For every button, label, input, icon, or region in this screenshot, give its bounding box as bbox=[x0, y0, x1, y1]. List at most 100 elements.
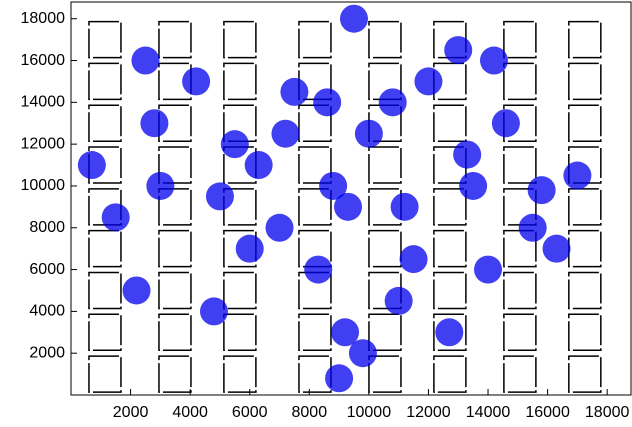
cluster-point bbox=[491, 109, 520, 138]
cell-block bbox=[158, 271, 192, 310]
cluster-point bbox=[542, 234, 571, 263]
cluster-point bbox=[474, 255, 503, 284]
cluster-point bbox=[77, 151, 106, 180]
cluster-point bbox=[146, 171, 175, 200]
cell-block bbox=[88, 62, 122, 101]
cluster-point bbox=[527, 176, 556, 205]
cell-block bbox=[503, 20, 537, 59]
cluster-point bbox=[479, 46, 508, 75]
cell-block bbox=[88, 271, 122, 310]
x-tick-label: 2000 bbox=[113, 404, 149, 421]
cell-block bbox=[223, 355, 257, 393]
cell-block bbox=[433, 355, 467, 393]
cluster-point bbox=[325, 364, 354, 393]
cell-block bbox=[433, 104, 467, 142]
x-tick-label: 14000 bbox=[466, 404, 511, 421]
x-tick-label: 8000 bbox=[292, 404, 328, 421]
cell-block bbox=[223, 62, 257, 101]
cluster-point bbox=[399, 245, 428, 274]
y-tick-label: 4000 bbox=[29, 303, 65, 320]
cell-block bbox=[568, 271, 602, 310]
cluster-point bbox=[339, 4, 368, 33]
cluster-point bbox=[220, 130, 249, 159]
plot-frame bbox=[70, 1, 632, 396]
y-tick-label: 6000 bbox=[29, 261, 65, 278]
cluster-point bbox=[319, 171, 348, 200]
cluster-point bbox=[313, 88, 342, 117]
x-tick-label: 18000 bbox=[585, 404, 630, 421]
cluster-point bbox=[331, 318, 360, 347]
cluster-point bbox=[453, 140, 482, 169]
cell-block bbox=[568, 188, 602, 226]
cluster-point bbox=[280, 77, 309, 106]
cluster-point bbox=[122, 276, 151, 305]
cell-block bbox=[223, 313, 257, 352]
x-tick-label: 6000 bbox=[232, 404, 268, 421]
cluster-point bbox=[271, 119, 300, 148]
cell-block bbox=[568, 20, 602, 59]
cluster-point bbox=[563, 161, 592, 190]
cell-block bbox=[88, 355, 122, 393]
cell-block bbox=[298, 313, 332, 352]
cell-block bbox=[503, 355, 537, 393]
cell-block bbox=[158, 229, 192, 268]
cell-block bbox=[433, 271, 467, 310]
cluster-point bbox=[390, 192, 419, 221]
cluster-point bbox=[101, 203, 130, 232]
cluster-point bbox=[199, 297, 228, 326]
cell-block bbox=[368, 229, 402, 268]
x-tick-label: 12000 bbox=[406, 404, 451, 421]
cell-block bbox=[568, 62, 602, 101]
cluster-point bbox=[140, 109, 169, 138]
cluster-point bbox=[378, 88, 407, 117]
cell-block bbox=[503, 271, 537, 310]
cell-block bbox=[503, 313, 537, 352]
y-tick-label: 2000 bbox=[29, 344, 65, 361]
cluster-point bbox=[518, 213, 547, 242]
cluster-point bbox=[444, 36, 473, 65]
cluster-point bbox=[235, 234, 264, 263]
x-tick-label: 4000 bbox=[172, 404, 208, 421]
cell-block bbox=[158, 355, 192, 393]
cluster-point bbox=[205, 182, 234, 211]
cell-block bbox=[568, 313, 602, 352]
cell-block bbox=[88, 104, 122, 142]
cell-block bbox=[368, 146, 402, 184]
cluster-point bbox=[244, 151, 273, 180]
y-tick-label: 16000 bbox=[21, 52, 66, 69]
cell-block bbox=[368, 20, 402, 59]
cell-block bbox=[298, 146, 332, 184]
y-tick-label: 8000 bbox=[29, 219, 65, 236]
cluster-point bbox=[182, 67, 211, 96]
cluster-point bbox=[414, 67, 443, 96]
cluster-point bbox=[334, 192, 363, 221]
cell-block bbox=[158, 20, 192, 59]
cell-block bbox=[223, 20, 257, 59]
cell-block bbox=[158, 188, 192, 226]
y-tick-label: 18000 bbox=[21, 10, 66, 27]
cluster-point bbox=[131, 46, 160, 75]
y-tick-label: 14000 bbox=[21, 94, 66, 111]
cell-block bbox=[158, 146, 192, 184]
cluster-point bbox=[348, 339, 377, 368]
cell-block bbox=[433, 188, 467, 226]
cell-block bbox=[88, 229, 122, 268]
cell-block bbox=[503, 62, 537, 101]
cell-block bbox=[568, 229, 602, 268]
cell-block bbox=[88, 20, 122, 59]
y-tick-label: 12000 bbox=[21, 135, 66, 152]
cell-block bbox=[298, 20, 332, 59]
x-tick-label: 10000 bbox=[347, 404, 392, 421]
cluster-point bbox=[384, 286, 413, 315]
cluster-point bbox=[435, 318, 464, 347]
cell-block bbox=[368, 313, 402, 352]
cell-block bbox=[298, 188, 332, 226]
cluster-point bbox=[459, 171, 488, 200]
cell-block bbox=[433, 313, 467, 352]
cell-block bbox=[88, 313, 122, 352]
x-tick-label: 16000 bbox=[525, 404, 570, 421]
cell-block bbox=[503, 146, 537, 184]
cell-block bbox=[158, 313, 192, 352]
cluster-point bbox=[354, 119, 383, 148]
